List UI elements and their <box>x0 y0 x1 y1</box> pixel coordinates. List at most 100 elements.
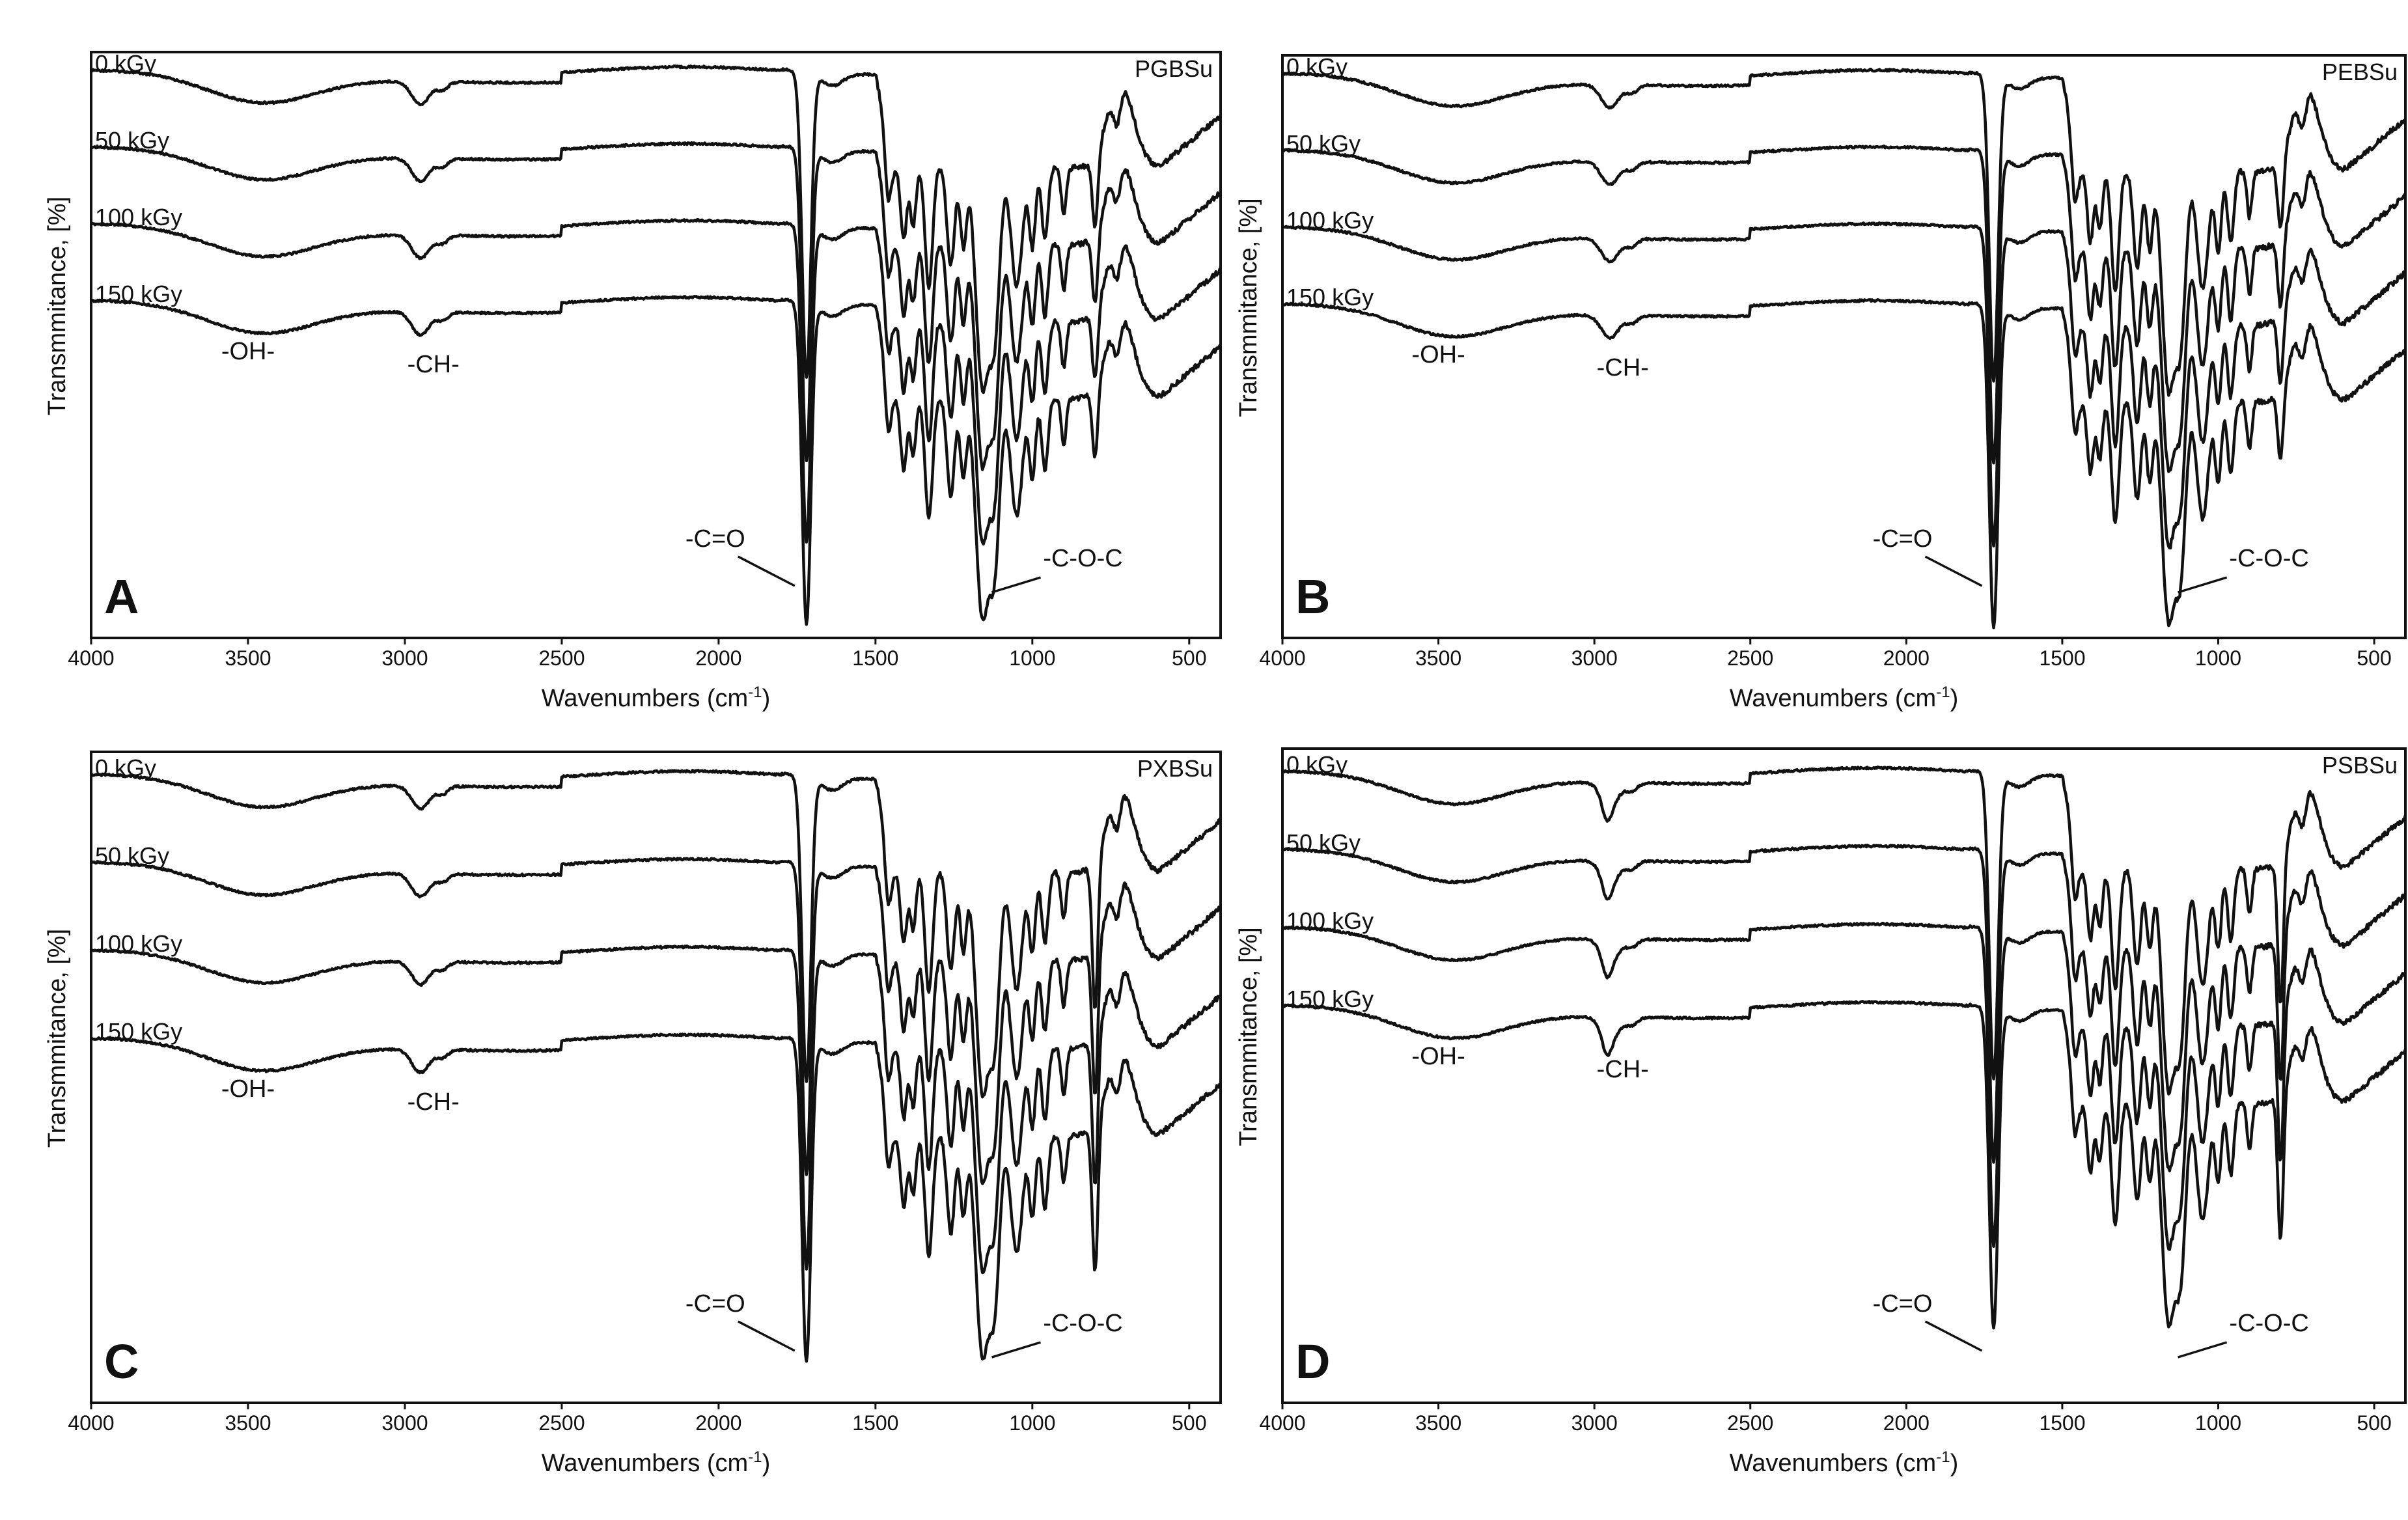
group-annotation: -C=O <box>1873 525 1933 553</box>
x-tick-label: 2000 <box>1883 646 1930 670</box>
series-label: 100 kGy <box>95 930 182 957</box>
series-line-50-kgy <box>90 141 1222 471</box>
series-label: 150 kGy <box>95 1018 182 1045</box>
ftir-panel-d: 4000 3500 3000 2500 2000 1500 1000 500 Wavenumbe… <box>1235 747 2407 1477</box>
annotation-leader <box>991 1341 1042 1359</box>
annotation-leader <box>1924 1320 1983 1352</box>
x-tick-label: 3500 <box>225 646 271 670</box>
x-axis-title-main: Wavenumbers (cm <box>542 685 748 712</box>
x-tick-label: 500 <box>2357 646 2391 670</box>
group-annotation: -C-O-C <box>1043 545 1122 572</box>
series-label: 50 kGy <box>1286 829 1361 856</box>
annotation-leader <box>2178 1341 2228 1359</box>
x-axis-title-sup: -1 <box>748 684 762 701</box>
x-axis-title-sup: -1 <box>1936 684 1950 701</box>
group-annotation: -C=O <box>1873 1290 1933 1318</box>
group-annotation: -OH- <box>221 338 275 365</box>
series-label: 0 kGy <box>95 754 156 781</box>
series-line-50-kgy <box>1281 145 2406 473</box>
series-label: 100 kGy <box>1286 907 1374 934</box>
group-annotation: -CH- <box>1597 354 1649 381</box>
series-line-0-kgy <box>1282 67 2407 397</box>
series-line-0-kgy <box>89 64 1223 394</box>
plot-frame <box>1281 54 2407 639</box>
annotation-leader <box>991 576 1042 594</box>
series-line-100-kgy <box>1281 221 2407 550</box>
series-label: 150 kGy <box>1286 284 1374 311</box>
series-label: 50 kGy <box>95 842 169 869</box>
x-tick-label: 3000 <box>381 1411 428 1435</box>
x-tick-label: 500 <box>1172 646 1206 670</box>
series-line-0-kgy <box>90 769 1223 1099</box>
panel-letter: D <box>1295 1334 1330 1389</box>
annotation-leader <box>738 555 796 587</box>
plot-frame <box>90 751 1222 1404</box>
x-axis-title-sup: -1 <box>1936 1448 1950 1466</box>
x-tick-label: 3000 <box>1571 646 1618 670</box>
series-label: 150 kGy <box>95 281 182 307</box>
series-line-150-kgy <box>1282 298 2406 629</box>
sample-name: PSBSu <box>2322 752 2398 779</box>
x-axis-title: Wavenumbers (cm-1) <box>1730 1448 1958 1477</box>
y-axis-title: Transmmitance, [%] <box>44 197 71 415</box>
x-axis-title-main: Wavenumbers (cm <box>542 1450 748 1477</box>
x-tick-label: 2500 <box>1727 646 1773 670</box>
y-axis-title: Transmmitance, [%] <box>44 929 71 1148</box>
series-line-150-kgy <box>90 295 1223 626</box>
series-label: 0 kGy <box>1286 53 1348 80</box>
x-tick-label: 500 <box>1172 1411 1206 1435</box>
group-annotation: -CH- <box>408 351 460 378</box>
series-line-50-kgy <box>1281 844 2407 1172</box>
x-axis-title-close: ) <box>762 685 771 712</box>
group-annotation: -CH- <box>1597 1056 1649 1083</box>
x-tick-label: 2500 <box>1727 1411 1773 1435</box>
x-axis-title-main: Wavenumbers (cm <box>1730 685 1936 712</box>
annotation-leader <box>1924 555 1983 587</box>
annotation-leader <box>2178 576 2228 594</box>
x-axis-title-sup: -1 <box>748 1448 762 1466</box>
x-tick-label: 500 <box>2357 1411 2391 1435</box>
sample-name: PEBSu <box>2322 59 2398 85</box>
x-tick-label: 1500 <box>2039 646 2085 670</box>
series-label: 0 kGy <box>1286 751 1348 778</box>
x-tick-label: 1000 <box>1009 646 1055 670</box>
group-annotation: -C-O-C <box>2229 545 2308 572</box>
x-tick-label: 3000 <box>1571 1411 1618 1435</box>
group-annotation: -OH- <box>221 1075 275 1103</box>
series-label: 0 kGy <box>95 50 156 77</box>
x-tick-label: 2500 <box>538 646 585 670</box>
x-axis-title-main: Wavenumbers (cm <box>1730 1450 1936 1477</box>
series-line-150-kgy <box>1282 1000 2407 1330</box>
group-annotation: -OH- <box>1411 1043 1465 1070</box>
x-tick-label: 3500 <box>1415 646 1461 670</box>
group-annotation: -C-O-C <box>2229 1310 2308 1337</box>
annotation-leader <box>738 1320 796 1352</box>
x-axis-title-close: ) <box>1950 1450 1959 1477</box>
x-tick-label: 3500 <box>225 1411 271 1435</box>
ftir-panel-a: 4000 3500 3000 2500 2000 1500 1000 500 Wavenumbe… <box>44 50 1223 712</box>
x-tick-label: 4000 <box>68 646 114 670</box>
x-tick-label: 1000 <box>2195 1411 2241 1435</box>
series-line-100-kgy <box>1282 922 2407 1251</box>
panel-letter: B <box>1295 570 1330 624</box>
x-tick-label: 1500 <box>2039 1411 2085 1435</box>
x-tick-label: 2000 <box>695 646 741 670</box>
x-tick-label: 1000 <box>1009 1411 1055 1435</box>
series-line-0-kgy <box>1282 765 2407 1096</box>
series-label: 50 kGy <box>1286 130 1361 157</box>
panel-letter: C <box>104 1334 139 1389</box>
x-tick-label: 4000 <box>1259 646 1305 670</box>
sample-name: PGBSu <box>1135 55 1213 82</box>
x-tick-label: 1500 <box>852 1411 898 1435</box>
series-label: 100 kGy <box>95 204 182 230</box>
x-axis-title: Wavenumbers (cm-1) <box>542 684 770 712</box>
series-label: 50 kGy <box>95 127 169 154</box>
group-annotation: -OH- <box>1411 341 1465 368</box>
series-label: 100 kGy <box>1286 207 1374 234</box>
x-tick-label: 1500 <box>852 646 898 670</box>
x-tick-label: 4000 <box>1259 1411 1305 1435</box>
series-label: 150 kGy <box>1286 986 1374 1012</box>
sample-name: PXBSu <box>1137 755 1213 782</box>
y-axis-title: Transmmitance, [%] <box>1235 198 1262 417</box>
